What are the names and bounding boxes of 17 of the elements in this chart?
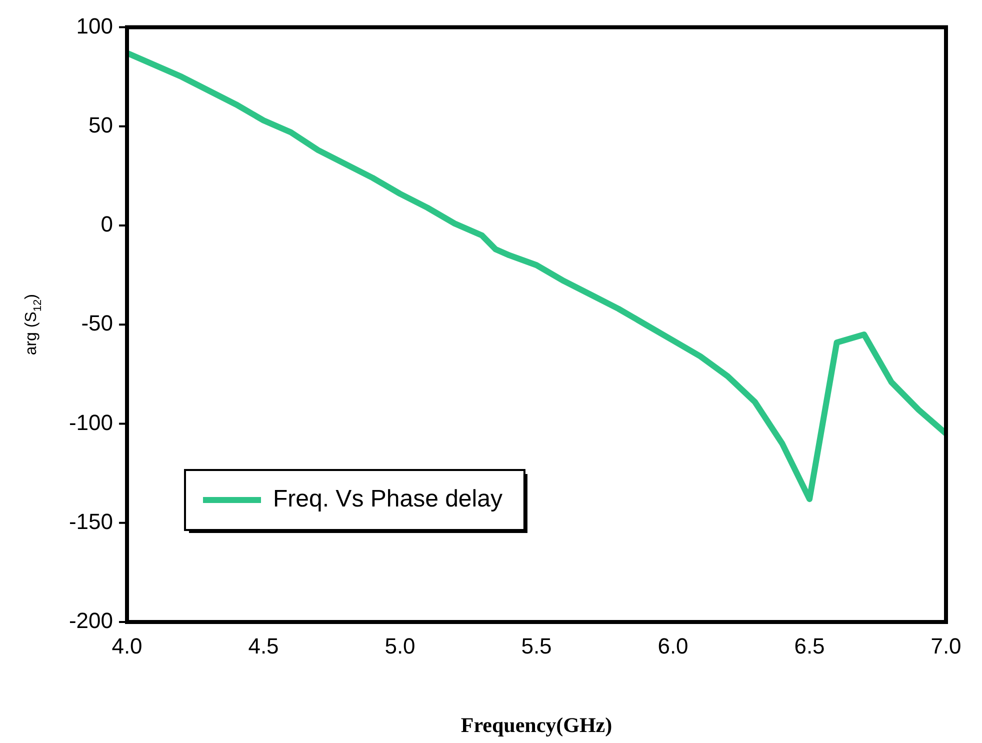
x-tick-label: 7.0 bbox=[930, 633, 962, 658]
y-tick-label: -100 bbox=[68, 410, 113, 435]
x-tick-label: 6.5 bbox=[794, 633, 825, 658]
y-axis-title: arg (S12) bbox=[23, 294, 44, 356]
y-tick-label: 0 bbox=[100, 212, 113, 237]
legend-label: Freq. Vs Phase delay bbox=[273, 486, 502, 513]
y-tick-label: -200 bbox=[68, 608, 113, 634]
y-tick-label: 100 bbox=[76, 13, 113, 38]
x-tick-label: 5.5 bbox=[521, 633, 552, 658]
y-tick-label: -150 bbox=[68, 508, 113, 534]
x-tick-label: 5.0 bbox=[384, 633, 416, 658]
x-tick-label: 4.5 bbox=[248, 633, 279, 658]
y-tick-label: 50 bbox=[88, 112, 113, 138]
x-axis-title: Frequency(GHz) bbox=[460, 712, 612, 737]
x-tick-label: 6.0 bbox=[658, 633, 688, 658]
x-tick-label: 4.0 bbox=[112, 633, 142, 658]
y-tick-label: -50 bbox=[81, 310, 113, 336]
